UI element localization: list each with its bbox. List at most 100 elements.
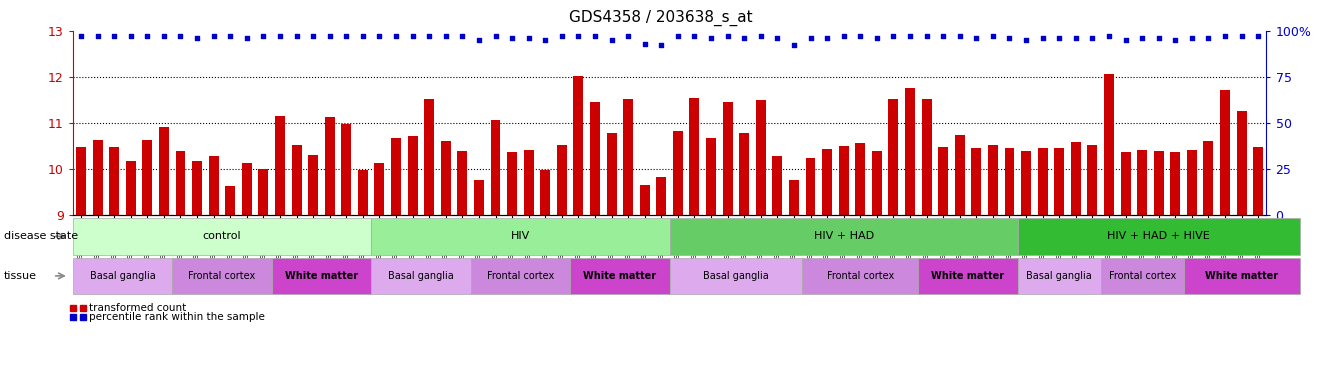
Point (850, 33, 871, 39)
Bar (574, 76, 583, 215)
Bar (325, 118, 334, 215)
Point (584, 33, 605, 39)
Point (982, 33, 1003, 39)
Point (916, 33, 937, 39)
Point (650, 42, 672, 48)
Point (966, 35, 988, 41)
Point (701, 35, 722, 41)
Bar (1170, 152, 1181, 215)
Point (1132, 35, 1153, 41)
Bar (805, 158, 816, 215)
Point (336, 33, 357, 39)
Bar (1137, 150, 1147, 215)
Point (534, 37, 555, 43)
Text: HIV: HIV (510, 231, 530, 242)
Bar (822, 149, 832, 215)
Point (1032, 35, 1054, 41)
Bar (524, 150, 534, 215)
Bar (590, 102, 600, 215)
Point (1081, 35, 1103, 41)
Bar (225, 186, 235, 215)
Bar (424, 99, 434, 215)
Point (1015, 37, 1036, 43)
Bar (1104, 74, 1114, 215)
Bar (407, 136, 418, 215)
Bar (855, 143, 865, 215)
Bar (607, 133, 616, 215)
Point (602, 37, 623, 43)
Bar (490, 120, 501, 215)
Point (286, 33, 307, 39)
Point (1182, 35, 1203, 41)
Bar (159, 127, 169, 215)
Bar (557, 145, 567, 215)
Point (204, 33, 225, 39)
Text: percentile rank within the sample: percentile rank within the sample (89, 312, 264, 322)
Point (120, 33, 141, 39)
Point (717, 33, 738, 39)
Bar (1253, 147, 1263, 215)
Bar (1088, 146, 1097, 215)
Point (1066, 35, 1087, 41)
Point (899, 33, 920, 39)
Bar (640, 185, 649, 215)
Point (352, 33, 373, 39)
Bar (93, 141, 103, 215)
Bar (209, 156, 218, 215)
Bar (1187, 150, 1196, 215)
Point (419, 33, 440, 39)
Point (833, 33, 854, 39)
Bar (706, 137, 717, 215)
Point (1165, 37, 1186, 43)
Text: GDS4358 / 203638_s_at: GDS4358 / 203638_s_at (570, 10, 752, 26)
Text: Basal ganglia: Basal ganglia (389, 271, 453, 281)
Point (270, 33, 291, 39)
Text: Frontal cortex: Frontal cortex (1109, 271, 1175, 281)
Bar (888, 99, 899, 215)
Point (186, 35, 208, 41)
Text: White matter: White matter (1206, 271, 1278, 281)
Text: control: control (202, 231, 241, 242)
Bar (126, 161, 136, 215)
Bar (475, 180, 484, 215)
Bar (739, 134, 750, 215)
Bar (939, 147, 948, 215)
Point (568, 33, 590, 39)
Bar (873, 151, 882, 215)
Bar (1038, 148, 1047, 215)
Point (435, 33, 456, 39)
Bar (358, 170, 368, 215)
Point (70, 33, 91, 39)
Point (750, 33, 771, 39)
Text: White matter: White matter (583, 271, 657, 281)
Point (784, 42, 805, 48)
Point (734, 35, 755, 41)
Bar (1236, 111, 1247, 215)
Point (237, 35, 258, 41)
Point (999, 35, 1021, 41)
Text: tissue: tissue (4, 271, 37, 281)
Bar (1071, 142, 1081, 215)
Point (1147, 35, 1169, 41)
Bar (258, 169, 268, 215)
Bar (623, 99, 633, 215)
Point (683, 33, 705, 39)
Bar (838, 146, 849, 215)
Bar (440, 141, 451, 215)
Bar (1121, 152, 1130, 215)
Text: Basal ganglia: Basal ganglia (90, 271, 155, 281)
Point (1215, 33, 1236, 39)
Bar (508, 152, 517, 215)
Bar (690, 98, 699, 215)
Text: Frontal cortex: Frontal cortex (188, 271, 255, 281)
Point (1231, 33, 1252, 39)
Point (932, 33, 953, 39)
Point (402, 33, 423, 39)
Point (253, 33, 274, 39)
Point (767, 35, 788, 41)
Point (1048, 35, 1069, 41)
Bar (972, 148, 981, 215)
Bar (988, 144, 998, 215)
Bar (921, 99, 932, 215)
Point (883, 33, 904, 39)
